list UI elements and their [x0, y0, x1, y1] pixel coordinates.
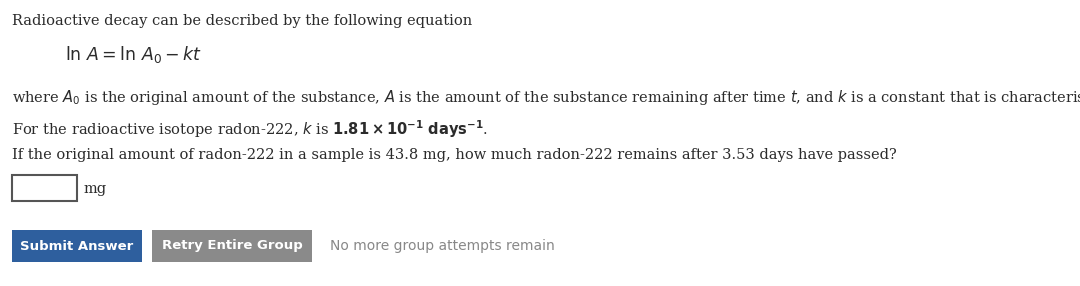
Bar	[12, 230, 141, 262]
Text: No more group attempts remain: No more group attempts remain	[330, 239, 555, 253]
Text: Radioactive decay can be described by the following equation: Radioactive decay can be described by th…	[12, 14, 472, 28]
Text: where $\mathit{A}_0$ is the original amount of the substance, $\mathit{A}$ is th: where $\mathit{A}_0$ is the original amo…	[12, 88, 1080, 107]
Text: If the original amount of radon-222 in a sample is 43.8 mg, how much radon-222 r: If the original amount of radon-222 in a…	[12, 148, 896, 162]
Text: mg: mg	[83, 182, 106, 196]
Bar	[152, 230, 312, 262]
Text: Retry Entire Group: Retry Entire Group	[162, 239, 302, 253]
Text: Submit Answer: Submit Answer	[21, 239, 134, 253]
Text: For the radioactive isotope radon-222, $\mathit{k}$ is $\mathbf{1.81 \times 10^{: For the radioactive isotope radon-222, $…	[12, 118, 488, 140]
Bar	[12, 175, 77, 201]
Text: $\mathrm{ln}\ \mathit{A} = \mathrm{ln}\ \mathit{A}_0 - \mathit{kt}$: $\mathrm{ln}\ \mathit{A} = \mathrm{ln}\ …	[65, 44, 202, 65]
